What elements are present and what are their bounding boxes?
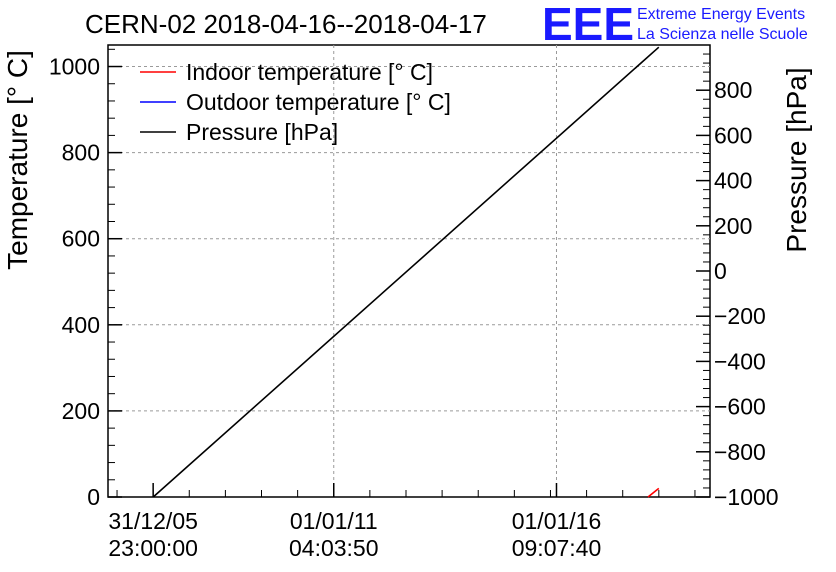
- legend-label-outdoor: Outdoor temperature [° C]: [186, 89, 451, 115]
- y2-tick-label: 200: [714, 213, 752, 239]
- y2-tick-label: 800: [714, 77, 752, 103]
- legend-label-indoor: Indoor temperature [° C]: [186, 59, 433, 85]
- y2-tick-label: −1000: [714, 484, 779, 510]
- y-axis-label: Temperature [° C]: [2, 50, 33, 270]
- series-line-2: [152, 46, 660, 498]
- grid-layer: [108, 45, 710, 497]
- x-tick-time: 04:03:50: [289, 535, 379, 561]
- y2-tick-label: −200: [714, 303, 766, 329]
- y2-tick-label: 600: [714, 122, 752, 148]
- logo-line-1: Extreme Energy Events: [637, 6, 805, 23]
- y2-tick-label: −400: [714, 348, 766, 374]
- x-tick-time: 09:07:40: [512, 535, 602, 561]
- eee-logo: EEE: [542, 0, 634, 50]
- x-tick-date: 01/01/11: [290, 508, 378, 534]
- y2-tick-label: 0: [714, 258, 727, 284]
- x-tick-date: 01/01/16: [512, 508, 602, 534]
- y-tick-label: 0: [87, 484, 100, 510]
- y-tick-label: 200: [62, 398, 100, 424]
- y2-tick-label: −800: [714, 439, 766, 465]
- legend: Indoor temperature [° C] Outdoor tempera…: [140, 59, 451, 145]
- y-tick-label: 600: [62, 226, 100, 252]
- y2-axis-label: Pressure [hPa]: [781, 67, 812, 252]
- y-tick-label: 400: [62, 312, 100, 338]
- y2-tick-label: 400: [714, 168, 752, 194]
- series-line-0: [647, 487, 660, 498]
- y-tick-label: 800: [62, 140, 100, 166]
- tick-layer: 02004006008001000−1000−800−600−400−20002…: [49, 48, 779, 561]
- legend-label-pressure: Pressure [hPa]: [186, 119, 338, 145]
- y-tick-label: 1000: [49, 54, 100, 80]
- x-tick-time: 23:00:00: [108, 535, 198, 561]
- logo-line-2: La Scienza nelle Scuole: [637, 26, 808, 43]
- x-tick-date: 31/12/05: [108, 508, 198, 534]
- chart-title: CERN-02 2018-04-16--2018-04-17: [85, 9, 487, 39]
- y2-tick-label: −600: [714, 394, 766, 420]
- series-layer: [152, 46, 660, 498]
